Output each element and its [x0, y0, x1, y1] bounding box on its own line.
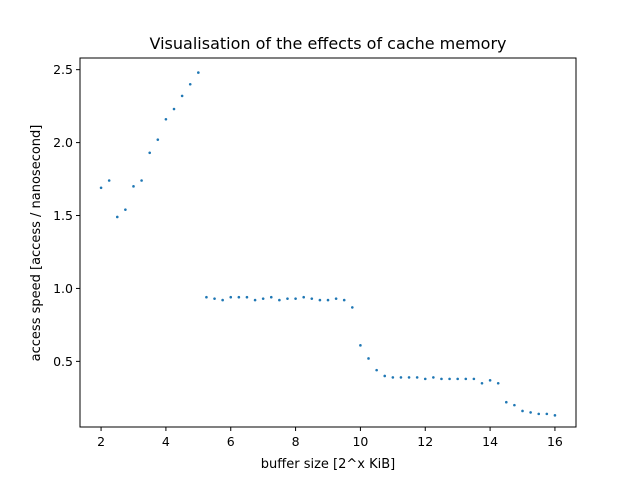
data-point	[237, 295, 241, 299]
data-point	[140, 179, 143, 182]
data-point	[180, 94, 184, 98]
x-axis-ticks: 2 4 6 8 10 12 14 16	[97, 427, 563, 449]
y-axis-label: access speed [access / nanosecond]	[29, 125, 44, 362]
data-point	[197, 71, 200, 74]
data-point	[391, 376, 395, 379]
x-tick-label: 2	[97, 434, 105, 449]
data-point	[464, 377, 468, 381]
data-point	[553, 414, 557, 417]
data-point	[529, 411, 532, 414]
data-point	[359, 344, 362, 347]
data-point	[99, 186, 103, 190]
data-point	[188, 82, 192, 86]
x-tick-label: 10	[352, 434, 368, 449]
data-point	[456, 377, 459, 381]
data-point	[318, 298, 322, 302]
data-point	[440, 377, 443, 381]
y-tick-label: 2.5	[53, 62, 73, 77]
data-point	[115, 215, 119, 219]
data-point	[221, 298, 224, 302]
chart-title: Visualisation of the effects of cache me…	[150, 34, 507, 53]
plot-area-frame	[79, 57, 577, 428]
data-point	[205, 295, 208, 299]
data-point	[124, 208, 127, 211]
data-point	[415, 376, 419, 379]
data-point	[537, 412, 541, 416]
data-point	[383, 374, 387, 378]
y-tick-label: 0.5	[53, 354, 73, 369]
data-point	[351, 306, 354, 309]
data-point	[302, 295, 305, 299]
data-point	[107, 179, 111, 182]
data-point	[399, 376, 403, 379]
data-point	[172, 107, 176, 111]
data-point	[286, 297, 289, 300]
data-points	[99, 71, 557, 417]
data-point	[261, 297, 265, 300]
data-point	[326, 298, 330, 302]
y-tick-label: 1.0	[53, 281, 73, 296]
data-point	[407, 376, 411, 379]
data-point	[472, 377, 476, 381]
x-tick-label: 6	[227, 434, 235, 449]
data-point	[148, 151, 151, 155]
x-axis-label: buffer size [2^x KiB]	[261, 457, 395, 472]
x-tick-label: 16	[547, 434, 563, 449]
y-tick-label: 1.5	[53, 208, 73, 223]
data-point	[432, 376, 435, 379]
data-point	[310, 297, 314, 300]
data-point	[480, 381, 484, 385]
data-point	[513, 403, 516, 407]
data-point	[269, 295, 273, 299]
data-point	[253, 298, 257, 302]
data-point	[164, 117, 168, 121]
data-point	[334, 297, 338, 300]
data-point	[342, 298, 346, 302]
y-tick-label: 2.0	[53, 135, 73, 150]
data-point	[505, 400, 508, 404]
data-point	[545, 412, 549, 416]
data-point	[423, 377, 427, 381]
data-point	[375, 368, 378, 372]
data-point	[213, 297, 216, 300]
y-axis-ticks: 0.5 1.0 1.5 2.0 2.5	[53, 62, 80, 369]
data-point	[448, 377, 451, 381]
x-tick-label: 12	[417, 434, 433, 449]
data-point	[156, 138, 160, 141]
data-point	[294, 297, 297, 300]
x-tick-label: 8	[292, 434, 300, 449]
data-point	[245, 295, 249, 299]
data-point	[229, 295, 233, 299]
data-point	[488, 379, 492, 382]
data-point	[367, 357, 370, 360]
x-tick-label: 4	[162, 434, 170, 449]
data-point	[278, 298, 281, 302]
x-tick-label: 14	[482, 434, 498, 449]
data-point	[496, 381, 500, 385]
data-point	[132, 185, 135, 188]
data-point	[521, 409, 524, 413]
